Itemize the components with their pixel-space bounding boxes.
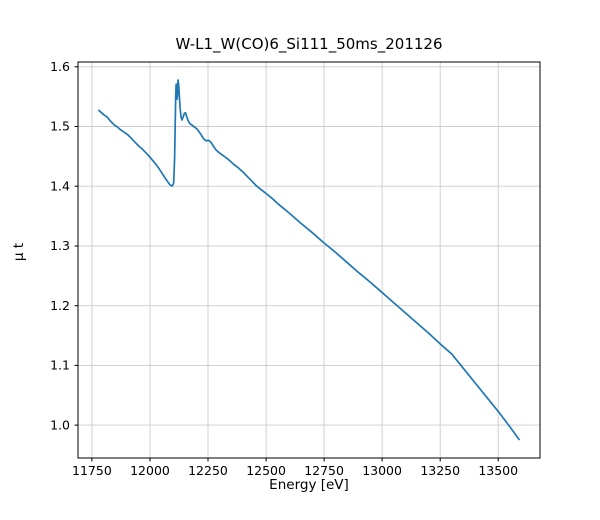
- x-tick-label: 13250: [420, 463, 460, 478]
- x-tick-label: 12750: [304, 463, 344, 478]
- chart-title: W-L1_W(CO)6_Si111_50ms_201126: [175, 35, 443, 53]
- y-tick-label: 1.4: [50, 178, 70, 193]
- y-tick-label: 1.0: [50, 417, 70, 432]
- x-tick-label: 13500: [478, 463, 518, 478]
- plot-frame: [77, 61, 541, 459]
- x-tick-label: 11750: [72, 463, 112, 478]
- x-tick-label: 13000: [362, 463, 402, 478]
- y-tick-label: 1.2: [50, 298, 70, 313]
- x-tick-label: 12000: [130, 463, 170, 478]
- x-tick-label: 12250: [188, 463, 228, 478]
- y-tick-label: 1.3: [50, 238, 70, 253]
- x-tick-label: 12500: [246, 463, 286, 478]
- x-axis-label: Energy [eV]: [269, 477, 349, 493]
- y-tick-label: 1.5: [50, 119, 70, 134]
- y-axis-label: μ t: [11, 242, 28, 262]
- data-line: [98, 79, 520, 441]
- y-tick-label: 1.1: [50, 358, 70, 373]
- y-tick-label: 1.6: [50, 59, 70, 74]
